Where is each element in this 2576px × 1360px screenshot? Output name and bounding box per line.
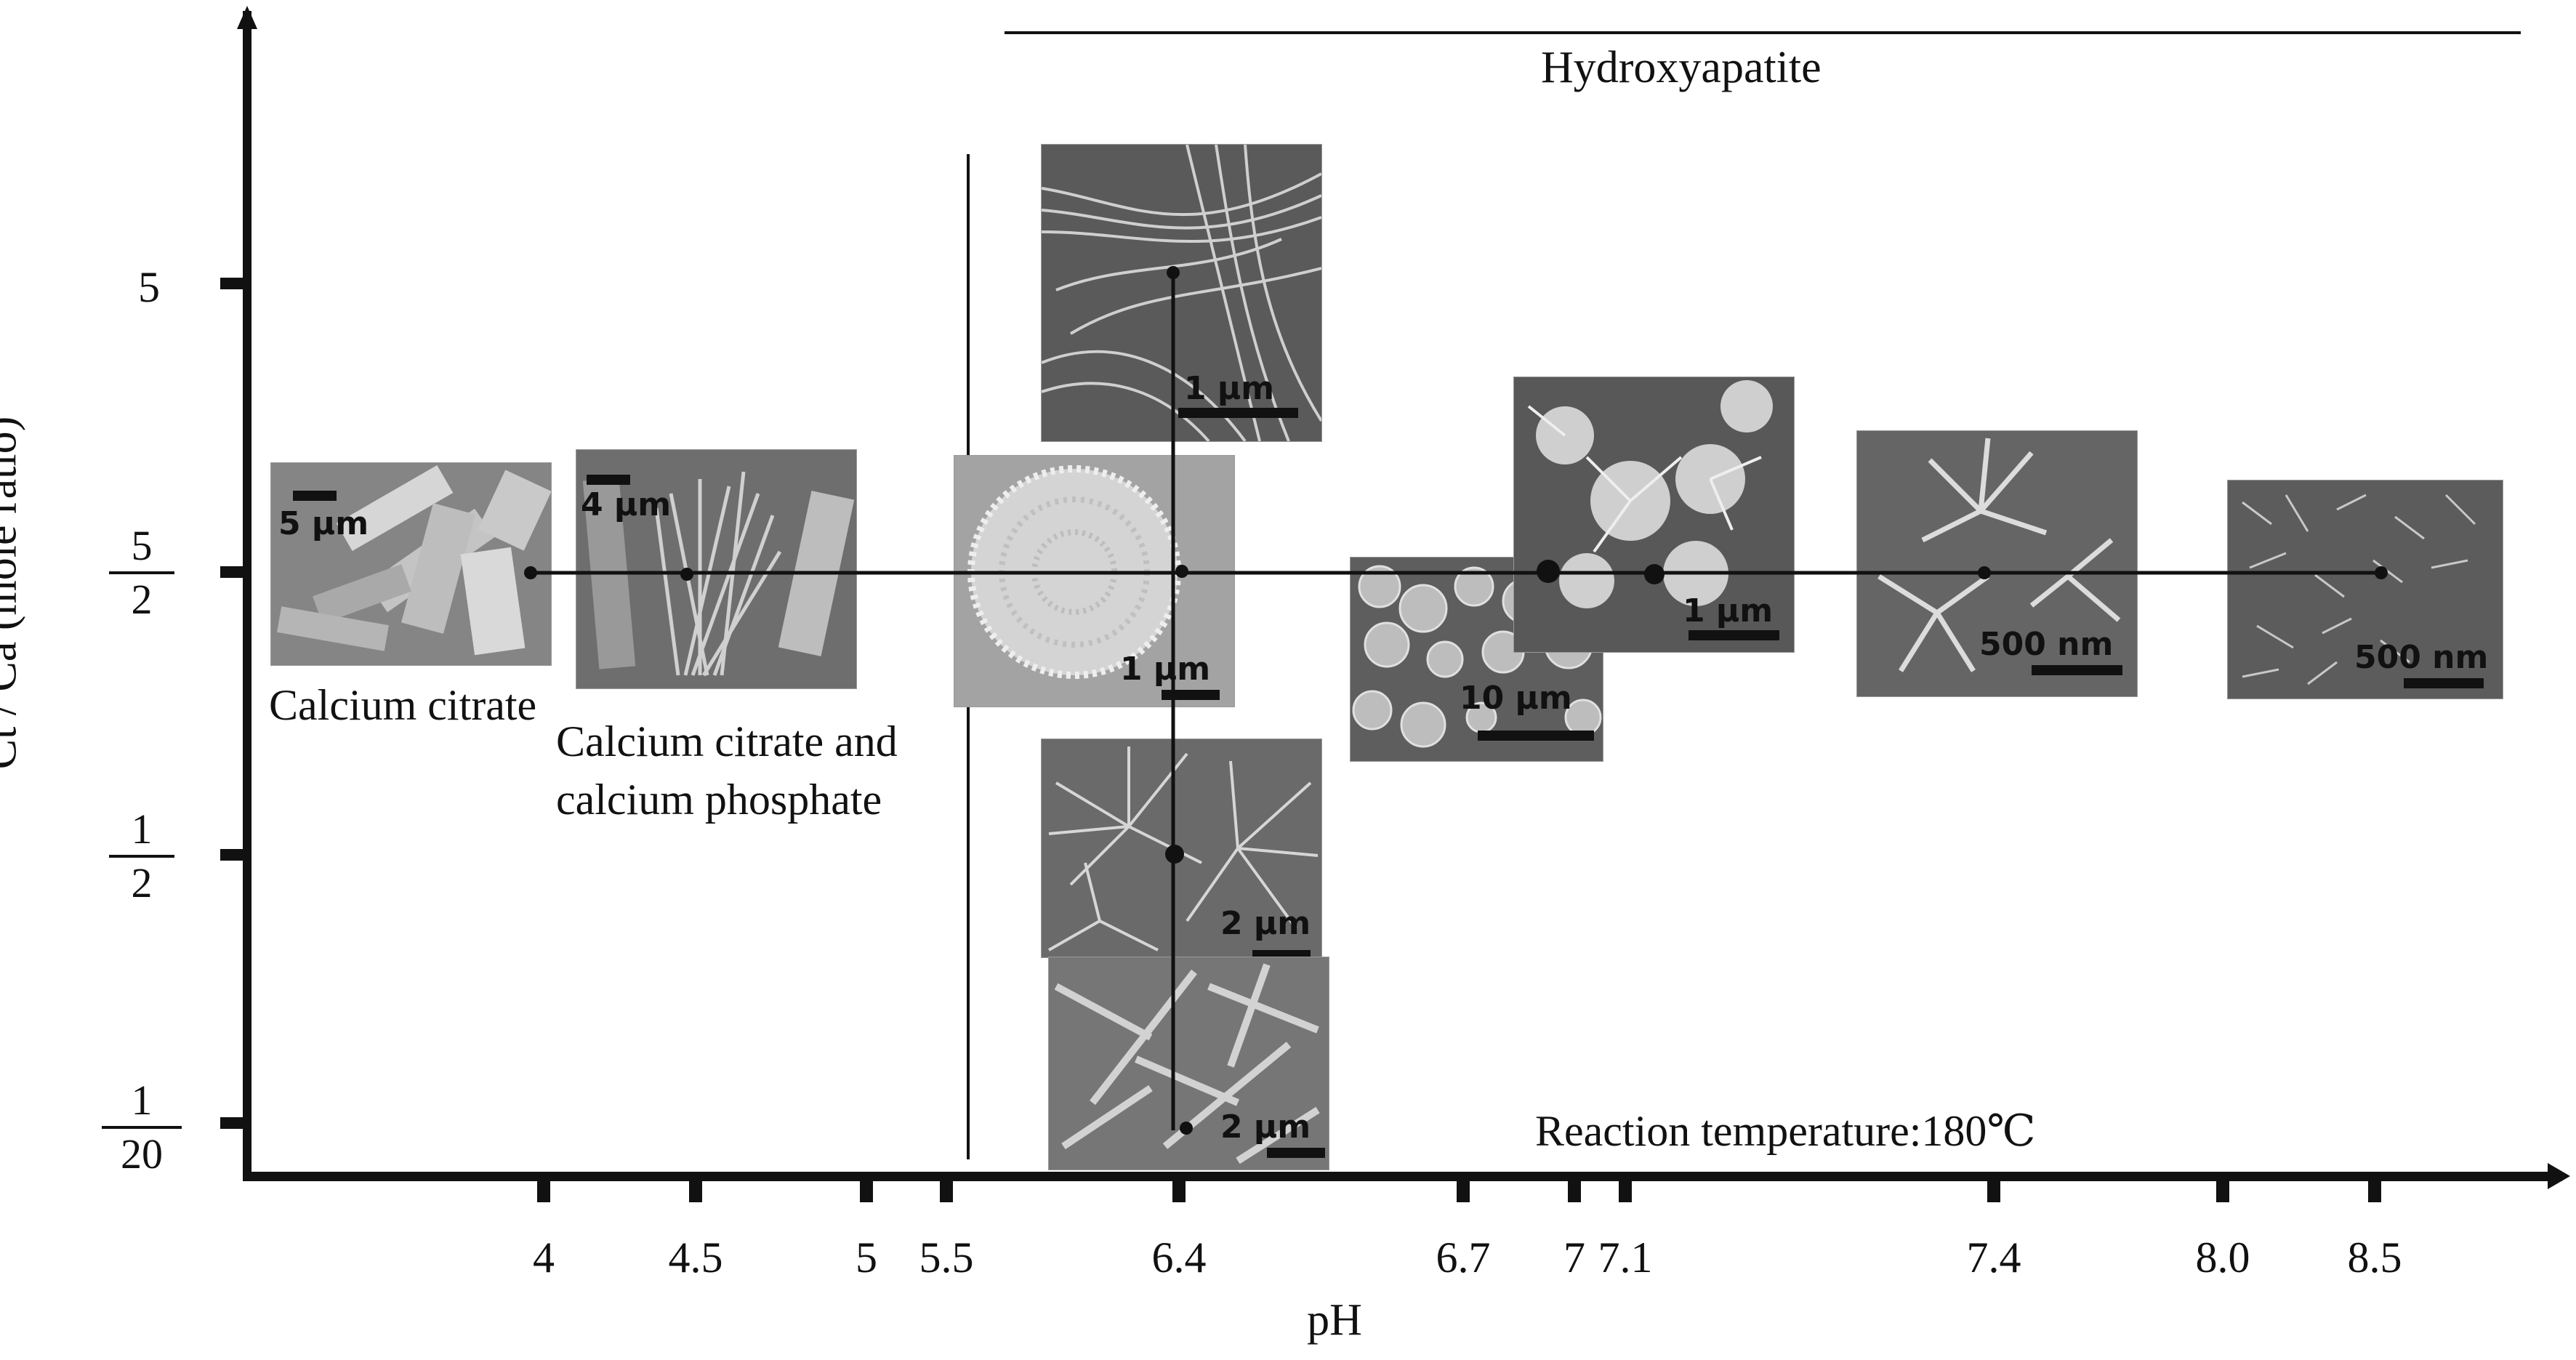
micrograph-calcium-citrate: 5 μm [270, 462, 552, 666]
x-tick-label: 5 [856, 1234, 877, 1281]
scale-bar [1178, 408, 1298, 418]
x-tick-label: 8.5 [2347, 1234, 2402, 1281]
x-tick-label: 5.5 [919, 1234, 974, 1281]
y-tick-label-5: 5 [138, 263, 160, 311]
x-tick-label: 8.0 [2195, 1234, 2250, 1281]
scale-bar [2404, 678, 2484, 688]
y-tick-numerator: 1 [102, 1079, 182, 1129]
scale-label: 1 μm [1683, 592, 1774, 629]
scale-label: 4 μm [581, 486, 672, 523]
reaction-temperature-label: Reaction temperature:180℃ [1535, 1107, 2036, 1155]
scale-bar [1162, 690, 1220, 700]
scale-label: 10 μm [1460, 680, 1572, 717]
y-tick-denominator: 2 [131, 859, 153, 906]
x-axis-title: pH [1307, 1295, 1362, 1345]
y-tick-label-5-2: 5 2 [109, 525, 174, 621]
x-axis [251, 1172, 2562, 1181]
y-tick-5-2 [220, 566, 243, 578]
mixed-phase-label-line1: Calcium citrate and [556, 717, 898, 765]
x-tick [1457, 1180, 1470, 1202]
scale-label: 2 μm [1220, 905, 1311, 942]
fine-texture [2228, 480, 2503, 699]
scale-label: 2 μm [1220, 1108, 1311, 1146]
scale-bar [587, 475, 630, 485]
x-tick-label: 7.4 [1966, 1234, 2021, 1281]
scale-bar [2032, 665, 2122, 675]
x-tick [1172, 1180, 1186, 1202]
micrograph-ph64-ratio1-2: 2 μm [1041, 739, 1322, 958]
y-axis-arrow-icon [237, 6, 257, 29]
y-tick-denominator: 2 [131, 576, 153, 623]
scale-bar [1267, 1148, 1325, 1158]
x-tick-label: 4 [533, 1234, 555, 1281]
y-tick-numerator: 5 [109, 525, 174, 574]
hydroxyapatite-label: Hydroxyapatite [1541, 43, 1822, 92]
x-tick [1619, 1180, 1632, 1202]
x-tick-label: 6.7 [1436, 1234, 1491, 1281]
flowers-texture [1514, 377, 1794, 652]
mixed-phase-label-line2: calcium phosphate [556, 776, 882, 824]
x-tick-label: 4.5 [668, 1234, 723, 1281]
micrograph-ph64-ratio5: 1 μm [1041, 144, 1322, 442]
x-tick-label: 7 [1563, 1234, 1585, 1281]
micrograph-ph85: 500 nm [2227, 480, 2503, 699]
calcium-citrate-label: Calcium citrate [269, 681, 537, 729]
scale-bar [1478, 731, 1594, 741]
fibers-texture [1042, 145, 1321, 441]
scale-bar [1689, 630, 1779, 640]
scale-label: 5 μm [278, 505, 369, 542]
x-ticks [537, 1180, 2381, 1202]
sticks-texture [1049, 957, 1329, 1170]
scale-label: 500 nm [2354, 639, 2489, 676]
x-tick [2216, 1180, 2229, 1202]
x-tick [1987, 1180, 2000, 1202]
x-tick-label: 7.1 [1598, 1234, 1653, 1281]
y-tick-label-1-2: 1 2 [109, 808, 174, 904]
x-tick [2368, 1180, 2381, 1202]
y-tick-1-2 [220, 849, 243, 861]
y-tick-1-20 [220, 1117, 243, 1129]
x-tick [1568, 1180, 1581, 1202]
y-tick-numerator: 1 [109, 808, 174, 858]
micrograph-ph74: 500 nm [1856, 430, 2138, 697]
y-tick-denominator: 20 [121, 1130, 163, 1178]
needles-texture [576, 450, 856, 688]
x-tick [537, 1180, 550, 1202]
x-tick [940, 1180, 953, 1202]
x-tick [860, 1180, 873, 1202]
x-tick-label: 6.4 [1151, 1234, 1207, 1281]
y-axis [243, 11, 251, 1181]
scale-bar [293, 491, 337, 501]
y-tick-5 [220, 278, 243, 289]
x-tick [689, 1180, 702, 1202]
micrograph-citrate-phosphate: 4 μm [576, 449, 857, 689]
scale-bar [1252, 950, 1311, 957]
scale-label: 500 nm [1979, 626, 2114, 663]
micrograph-ph64-ratio1-20: 2 μm [1048, 957, 1329, 1170]
clusters-texture [1857, 431, 2137, 696]
scale-label: 1 μm [1120, 651, 1211, 688]
y-tick-label-1-20: 1 20 [102, 1079, 182, 1175]
micrograph-ph64-ratio5-2: 1 μm [954, 455, 1235, 707]
y-axis-title: Ct / Ca (mole ratio) [0, 416, 26, 770]
scale-label: 1 μm [1184, 370, 1275, 407]
x-axis-arrow-icon [2548, 1163, 2570, 1189]
micrograph-ph70: 1 μm [1513, 377, 1795, 653]
